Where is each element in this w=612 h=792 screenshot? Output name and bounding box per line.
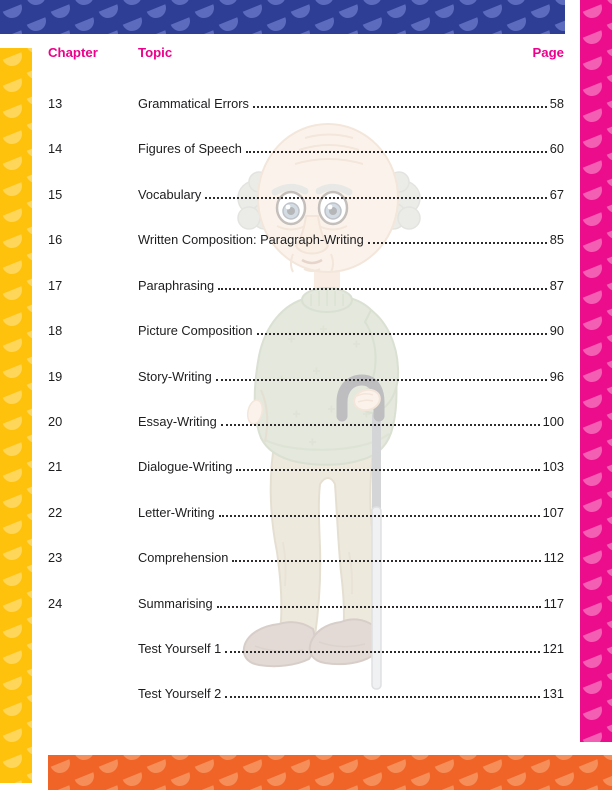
dot-leader <box>218 287 547 290</box>
dot-leader <box>215 378 547 381</box>
topic-title: Picture Composition <box>138 323 253 339</box>
dot-leader <box>216 605 541 608</box>
page-number: 100 <box>542 413 564 429</box>
toc-row: Test Yourself 1 121 <box>48 640 564 685</box>
dot-leader <box>225 696 540 699</box>
left-border-pattern <box>0 48 32 783</box>
toc-row: 14 Figures of Speech 60 <box>48 140 564 185</box>
toc-row: 16 Written Composition: Paragraph-Writin… <box>48 231 564 276</box>
page-column-header: Page <box>532 45 564 60</box>
top-border-pattern <box>0 0 565 34</box>
topic-title: Test Yourself 1 <box>138 641 222 657</box>
topic-title: Figures of Speech <box>138 141 242 157</box>
topic-title: Essay-Writing <box>138 413 217 429</box>
page-number: 112 <box>543 550 564 566</box>
toc-row: 18 Picture Composition 90 <box>48 322 564 367</box>
topic-title: Vocabulary <box>138 186 202 202</box>
page-number: 85 <box>549 232 564 248</box>
page-number: 87 <box>549 277 564 293</box>
chapter-number: 20 <box>48 413 63 429</box>
toc-row: 19 Story-Writing 96 <box>48 368 564 413</box>
topic-column-header: Topic <box>138 45 173 60</box>
topic-title: Summarising <box>138 595 213 611</box>
chapter-number: 19 <box>48 368 63 384</box>
bottom-border-pattern <box>48 755 612 790</box>
chapter-number: 23 <box>48 550 63 566</box>
page-number: 107 <box>542 504 564 520</box>
page-number: 103 <box>542 459 564 475</box>
toc-row: 22 Letter-Writing 107 <box>48 504 564 549</box>
topic-title: Written Composition: Paragraph-Writing <box>138 232 364 248</box>
chapter-number: 15 <box>48 186 63 202</box>
dot-leader <box>256 333 547 336</box>
page-number: 60 <box>549 141 564 157</box>
toc-row: 15 Vocabulary 67 <box>48 186 564 231</box>
page-number: 117 <box>543 595 564 611</box>
dot-leader <box>218 514 540 517</box>
toc-row: 23 Comprehension 112 <box>48 549 564 594</box>
dot-leader <box>220 423 540 426</box>
dot-leader <box>236 469 540 472</box>
topic-title: Story-Writing <box>138 368 212 384</box>
chapter-number: 17 <box>48 277 63 293</box>
chapter-number: 14 <box>48 141 63 157</box>
dot-leader <box>245 151 547 154</box>
topic-title: Grammatical Errors <box>138 96 249 111</box>
chapter-number: 16 <box>48 232 63 248</box>
chapter-number: 13 <box>48 96 63 111</box>
dot-leader <box>367 242 547 245</box>
chapter-number: 18 <box>48 323 63 339</box>
topic-title: Test Yourself 2 <box>138 686 222 702</box>
toc-rows: 13 Grammatical Errors 58 14 Figures of S… <box>48 95 564 731</box>
topic-title: Comprehension <box>138 550 229 566</box>
chapter-column-header: Chapter <box>48 45 98 60</box>
toc-header: Chapter Topic Page <box>48 45 564 61</box>
dot-leader <box>225 651 540 654</box>
topic-title: Dialogue-Writing <box>138 459 233 475</box>
page-number: 121 <box>542 641 564 657</box>
dot-leader <box>252 106 547 108</box>
page-number: 131 <box>542 686 564 702</box>
page-number: 58 <box>549 96 564 111</box>
toc-row: 13 Grammatical Errors 58 <box>48 95 564 140</box>
toc-row: 24 Summarising 117 <box>48 595 564 640</box>
chapter-number: 24 <box>48 595 63 611</box>
page-number: 67 <box>549 186 564 202</box>
right-border-pattern <box>580 0 612 742</box>
page-number: 90 <box>549 323 564 339</box>
toc-row: 21 Dialogue-Writing 103 <box>48 458 564 503</box>
dot-leader <box>232 560 541 563</box>
page-number: 96 <box>549 368 564 384</box>
chapter-number: 22 <box>48 504 63 520</box>
topic-title: Paraphrasing <box>138 277 215 293</box>
topic-title: Letter-Writing <box>138 504 215 520</box>
toc-content: Chapter Topic Page 13 Grammatical Errors… <box>48 45 564 731</box>
toc-row: Test Yourself 2 131 <box>48 685 564 730</box>
toc-row: 20 Essay-Writing 100 <box>48 413 564 458</box>
chapter-number: 21 <box>48 459 63 475</box>
dot-leader <box>205 196 547 199</box>
toc-row: 17 Paraphrasing 87 <box>48 277 564 322</box>
